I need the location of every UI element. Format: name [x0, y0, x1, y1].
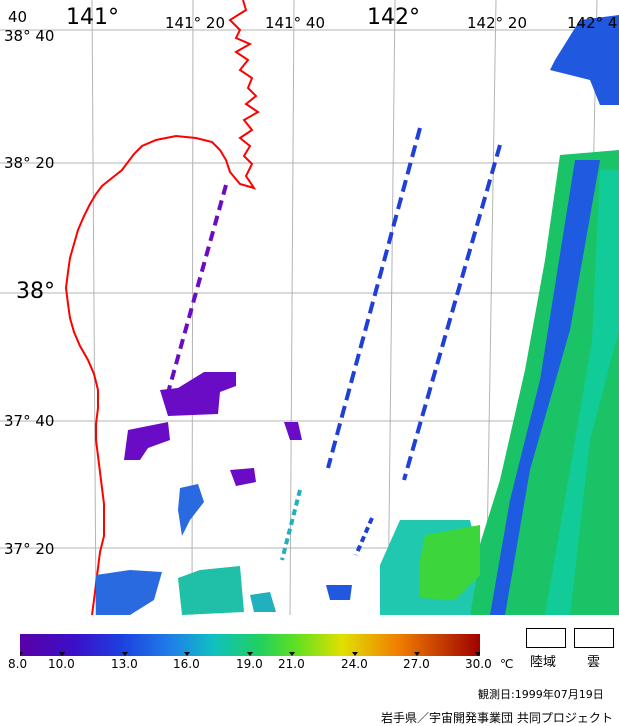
sst-patch-south-green: [420, 525, 480, 600]
colorbar-tick-marks: [20, 652, 480, 656]
land-legend-swatch: [526, 628, 566, 648]
grid-line-141-40: [289, 0, 295, 615]
scan-line-2: [326, 127, 422, 469]
sst-swath-northeast: [550, 15, 619, 105]
sst-swath-east-band-1: [490, 160, 600, 615]
cloud-legend-swatch: [574, 628, 614, 648]
lat-label: 38° 20: [4, 154, 54, 172]
cloud-legend-label: 雲: [587, 655, 601, 670]
scan-line-4: [280, 489, 302, 561]
lon-label: 141° 20: [165, 14, 225, 32]
tick-mark: [414, 652, 420, 656]
colorbar-tick-label: 21.0: [278, 657, 305, 671]
sst-data-layer: [96, 15, 619, 615]
latitude-labels: 40 38° 40 38° 20 38° 37° 40 37° 20: [4, 8, 55, 558]
colorbar-gradient: [20, 634, 480, 656]
lon-label: 142° 20: [467, 14, 527, 32]
lon-label: 142°: [367, 5, 420, 30]
sst-patch-cold-3: [230, 468, 256, 486]
sst-patch-south-blue-2: [326, 585, 352, 600]
sst-patch-small-teal: [250, 592, 276, 612]
tick-mark: [20, 652, 23, 656]
observation-date: 観測日:1999年07月19日: [478, 688, 604, 701]
lat-label: 38°: [16, 279, 55, 304]
tick-mark: [184, 652, 190, 656]
lon-label: 142° 4: [567, 14, 617, 32]
temperature-colorbar: [20, 634, 480, 656]
lat-lon-grid: [0, 0, 619, 615]
tick-mark: [352, 652, 358, 656]
sst-swath-east-band-2: [545, 170, 619, 615]
grid-line-142: [387, 0, 396, 615]
colorbar-unit: ℃: [500, 657, 514, 671]
sst-patch-cold-1: [160, 372, 236, 416]
colorbar-tick-label: 27.0: [403, 657, 430, 671]
scan-line-3: [402, 144, 502, 481]
grid-line-141-20: [191, 0, 194, 615]
credit-text: 岩手県／宇宙開発事業団 共同プロジェクト: [381, 711, 613, 725]
tick-mark: [289, 652, 295, 656]
tick-mark: [59, 652, 65, 656]
colorbar-tick-label: 8.0: [8, 657, 28, 671]
sst-patch-southwest: [96, 570, 162, 615]
sea-surface-temperature-map: 141° 141° 20 141° 40 142° 142° 20 142° 4…: [0, 0, 619, 615]
land-legend-label: 陸域: [530, 655, 557, 670]
colorbar-tick-label: 24.0: [341, 657, 368, 671]
grid-line-142-20: [485, 0, 497, 615]
sst-patch-cold-2: [124, 422, 170, 460]
lat-label: 37° 20: [4, 540, 54, 558]
colorbar-tick-label: 16.0: [173, 657, 200, 671]
sst-patch-cold-4: [284, 422, 302, 440]
colorbar-tick-label: 10.0: [48, 657, 75, 671]
corner-label: 40: [8, 8, 27, 26]
tick-mark: [247, 652, 253, 656]
longitude-labels: 141° 141° 20 141° 40 142° 142° 20 142° 4: [66, 5, 617, 32]
colorbar-tick-label: 30.0: [465, 657, 492, 671]
sst-patch-south-center: [178, 566, 244, 615]
lat-label: 38° 40: [4, 27, 54, 45]
lat-label: 37° 40: [4, 412, 54, 430]
grid-line-141: [91, 0, 97, 615]
lon-label: 141°: [66, 5, 119, 30]
scan-line-5: [354, 517, 374, 556]
colorbar-tick-label: 13.0: [111, 657, 138, 671]
scan-line-1: [164, 184, 228, 401]
coastline: [64, 0, 260, 615]
colorbar-tick-label: 19.0: [236, 657, 263, 671]
sst-patch-mid-blue: [178, 484, 204, 536]
tick-mark: [122, 652, 128, 656]
tick-mark: [475, 652, 480, 656]
lon-label: 141° 40: [265, 14, 325, 32]
